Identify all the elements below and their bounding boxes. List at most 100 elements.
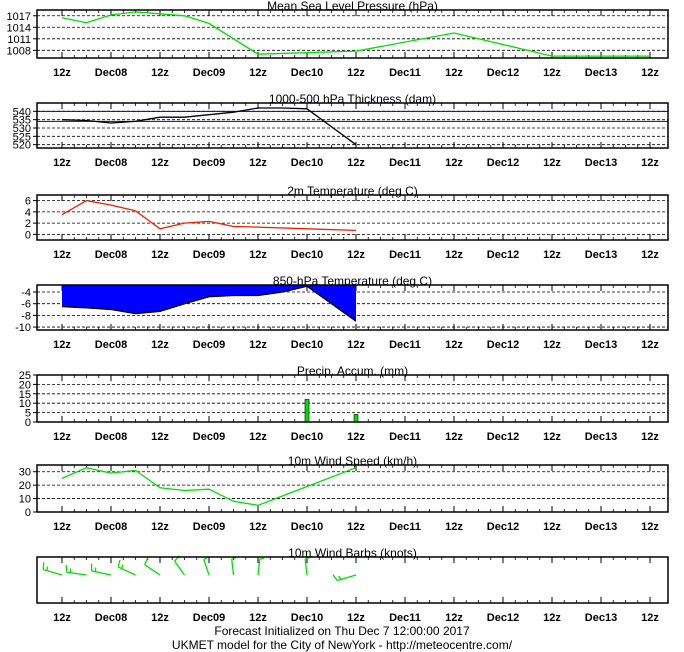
precip-bar [305, 399, 309, 422]
barb-feather [43, 562, 44, 569]
wind-barb [145, 558, 160, 575]
x-tick-label: 12z [249, 612, 267, 624]
barb-staff [92, 571, 111, 575]
x-tick-label: Dec11 [389, 339, 421, 351]
panel-frame [37, 103, 668, 148]
barb-feather [333, 575, 337, 581]
barb-staff [175, 561, 185, 575]
x-tick-label: 12z [641, 67, 659, 79]
y-tick-label: 540 [13, 106, 31, 118]
barb-half-feather [232, 558, 236, 559]
x-tick-label: 12z [53, 431, 71, 443]
x-tick-label: 12z [53, 521, 71, 533]
wind-barb [43, 562, 62, 575]
x-tick-label: Dec08 [95, 612, 127, 624]
x-tick-label: Dec08 [95, 67, 127, 79]
x-tick-label: 12z [151, 431, 169, 443]
barb-half-feather [260, 558, 264, 559]
x-tick-label: 12z [249, 339, 267, 351]
x-tick-label: 12z [641, 157, 659, 169]
x-tick-label: Dec09 [193, 339, 225, 351]
wind-barb [66, 565, 86, 575]
x-tick-label: 12z [347, 67, 365, 79]
x-tick-label: 12z [151, 157, 169, 169]
y-tick-label: 30 [19, 467, 31, 479]
barb-staff [67, 572, 87, 575]
x-tick-label: 12z [445, 249, 463, 261]
x-tick-label: 12z [641, 612, 659, 624]
wind-barb [118, 560, 135, 575]
x-tick-label: Dec12 [487, 612, 519, 624]
x-tick-label: Dec11 [389, 612, 421, 624]
x-tick-label: 12z [543, 612, 561, 624]
barb-staff [43, 570, 62, 575]
wind-barb [92, 564, 111, 575]
x-tick-label: 12z [249, 431, 267, 443]
x-tick-label: Dec08 [95, 339, 127, 351]
y-tick-label: 6 [25, 196, 31, 208]
y-tick-label: -10 [15, 322, 31, 334]
x-tick-label: 12z [347, 521, 365, 533]
y-tick-label: 20 [19, 480, 31, 492]
panel-title: Precip. Accum. (mm) [297, 364, 408, 378]
wind-barb [258, 558, 264, 575]
x-tick-label: Dec11 [389, 249, 421, 261]
x-tick-label: 12z [53, 612, 71, 624]
y-tick-label: 25 [19, 370, 31, 382]
barb-staff [145, 565, 160, 575]
x-tick-label: Dec13 [585, 521, 617, 533]
x-tick-label: 12z [249, 249, 267, 261]
x-tick-label: 12z [641, 431, 659, 443]
y-tick-label: 10 [19, 494, 31, 506]
x-tick-label: 12z [53, 249, 71, 261]
wind-barb [175, 556, 185, 575]
wind-barb [333, 575, 356, 581]
wind-barb [204, 558, 209, 575]
barb-feather [145, 558, 148, 565]
x-tick-label: Dec12 [487, 249, 519, 261]
panel-frame [37, 557, 668, 603]
x-tick-label: Dec09 [193, 431, 225, 443]
x-tick-label: Dec10 [291, 339, 323, 351]
panel-frame [37, 375, 668, 422]
precip-bar [354, 414, 358, 422]
x-tick-label: 12z [641, 339, 659, 351]
x-tick-label: 12z [347, 612, 365, 624]
y-tick-label: 2 [25, 218, 31, 230]
x-tick-label: Dec13 [585, 249, 617, 261]
x-tick-label: 12z [249, 67, 267, 79]
x-tick-label: Dec08 [95, 249, 127, 261]
x-tick-label: 12z [445, 67, 463, 79]
x-tick-label: Dec12 [487, 157, 519, 169]
y-tick-label: 0 [25, 507, 31, 519]
x-tick-label: Dec10 [291, 431, 323, 443]
x-tick-label: 12z [53, 339, 71, 351]
x-tick-label: Dec11 [389, 157, 421, 169]
x-tick-label: Dec13 [585, 431, 617, 443]
x-tick-label: Dec10 [291, 521, 323, 533]
x-tick-label: 12z [641, 249, 659, 261]
series-line [62, 108, 356, 145]
x-tick-label: 12z [445, 521, 463, 533]
x-tick-label: 12z [347, 431, 365, 443]
y-tick-label: 4 [25, 207, 31, 219]
x-tick-label: Dec13 [585, 67, 617, 79]
x-tick-label: 12z [347, 249, 365, 261]
series-line [62, 12, 650, 56]
x-tick-label: Dec09 [193, 249, 225, 261]
panel-2: 1000-500 hPa Thickness (dam)520525530535… [13, 92, 668, 169]
x-tick-label: 12z [53, 157, 71, 169]
x-tick-label: 12z [445, 157, 463, 169]
y-tick-label: -8 [21, 310, 31, 322]
series-line [62, 201, 356, 231]
x-tick-label: 12z [249, 157, 267, 169]
x-tick-label: Dec10 [291, 67, 323, 79]
x-tick-label: Dec13 [585, 339, 617, 351]
x-tick-label: 12z [641, 521, 659, 533]
forecast-init-text: Forecast Initialized on Thu Dec 7 12:00:… [0, 624, 684, 638]
panel-1: Mean Sea Level Pressure (hPa)10081011101… [7, 0, 668, 79]
